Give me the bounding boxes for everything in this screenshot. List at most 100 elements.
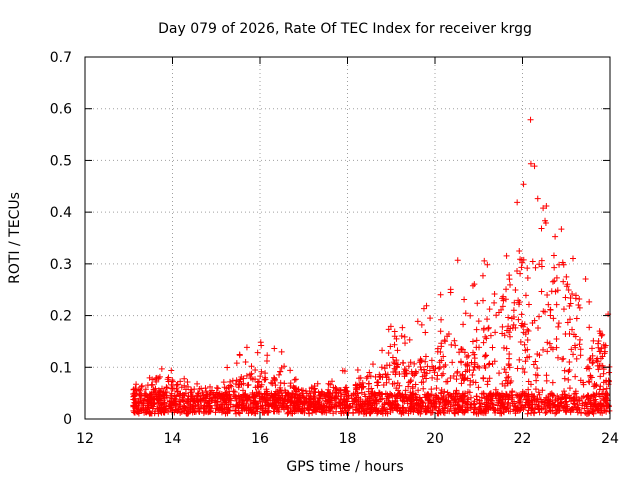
data-point xyxy=(521,369,528,376)
data-point xyxy=(381,365,388,372)
data-point xyxy=(437,291,444,298)
data-point xyxy=(516,356,523,363)
data-point xyxy=(526,393,533,400)
data-point xyxy=(485,404,492,411)
x-tick-label: 14 xyxy=(164,431,182,447)
data-point xyxy=(517,338,524,345)
data-point xyxy=(429,407,436,414)
data-point xyxy=(206,402,213,409)
data-point xyxy=(473,326,480,333)
data-point xyxy=(411,360,418,367)
data-point xyxy=(348,392,355,399)
data-point xyxy=(203,388,210,395)
data-point xyxy=(210,394,217,401)
data-point xyxy=(194,392,201,399)
data-point xyxy=(541,308,548,315)
data-point xyxy=(196,408,203,415)
data-point xyxy=(434,345,441,352)
data-point xyxy=(468,401,475,408)
data-point xyxy=(269,395,276,402)
data-point xyxy=(252,376,259,383)
data-point xyxy=(281,363,288,370)
data-point xyxy=(328,378,335,385)
data-point xyxy=(423,375,430,382)
data-point xyxy=(391,341,398,348)
data-point xyxy=(158,385,165,392)
data-point xyxy=(593,382,600,389)
data-point xyxy=(385,397,392,404)
data-point xyxy=(309,409,316,416)
data-point xyxy=(553,274,560,281)
data-point xyxy=(595,366,602,373)
data-point xyxy=(571,400,578,407)
data-point xyxy=(553,344,560,351)
data-point xyxy=(586,298,593,305)
data-point xyxy=(360,407,367,414)
data-point xyxy=(499,303,506,310)
data-point xyxy=(389,354,396,361)
data-point xyxy=(256,378,263,385)
data-point xyxy=(602,399,609,406)
data-point xyxy=(459,404,466,411)
data-point xyxy=(525,301,532,308)
data-point xyxy=(462,310,469,317)
data-point xyxy=(437,349,444,356)
data-point xyxy=(224,364,231,371)
data-point xyxy=(316,392,323,399)
data-point xyxy=(257,383,264,390)
data-point xyxy=(524,265,531,272)
data-point xyxy=(272,393,279,400)
data-point xyxy=(385,326,392,333)
data-point xyxy=(522,401,529,408)
data-point xyxy=(255,384,262,391)
data-point xyxy=(423,394,430,401)
data-point xyxy=(467,312,474,319)
data-point xyxy=(261,376,268,383)
data-point xyxy=(269,380,276,387)
axis-ticks xyxy=(84,56,611,420)
data-point xyxy=(253,401,260,408)
data-point xyxy=(460,321,467,328)
data-point xyxy=(194,405,201,412)
data-point xyxy=(426,397,433,404)
data-point xyxy=(572,388,579,395)
data-point xyxy=(467,381,474,388)
data-point xyxy=(369,361,376,368)
data-point xyxy=(287,383,294,390)
data-point xyxy=(596,328,603,335)
data-point xyxy=(515,297,522,304)
data-point xyxy=(150,403,157,410)
data-point xyxy=(599,362,606,369)
data-point xyxy=(292,376,299,383)
data-point xyxy=(233,377,240,384)
data-point xyxy=(544,292,551,299)
data-point xyxy=(482,333,489,340)
data-point xyxy=(429,363,436,370)
data-point xyxy=(392,400,399,407)
chart-title: Day 079 of 2026, Rate Of TEC Index for r… xyxy=(158,21,532,37)
data-point xyxy=(153,393,160,400)
data-point xyxy=(278,348,285,355)
data-point xyxy=(565,376,572,383)
data-point xyxy=(295,398,302,405)
data-point xyxy=(422,329,429,336)
data-point xyxy=(476,364,483,371)
data-point xyxy=(506,351,513,358)
data-point xyxy=(176,401,183,408)
data-point xyxy=(549,379,556,386)
data-point xyxy=(428,357,435,364)
data-point xyxy=(250,397,257,404)
data-point xyxy=(167,392,174,399)
data-point xyxy=(464,394,471,401)
data-point xyxy=(452,342,459,349)
data-point xyxy=(522,292,529,299)
data-point xyxy=(550,315,557,322)
data-point xyxy=(518,264,525,271)
data-point xyxy=(551,264,558,271)
data-point xyxy=(549,278,556,285)
data-point xyxy=(432,365,439,372)
data-point xyxy=(399,324,406,331)
data-point xyxy=(417,356,424,363)
data-point xyxy=(241,392,248,399)
